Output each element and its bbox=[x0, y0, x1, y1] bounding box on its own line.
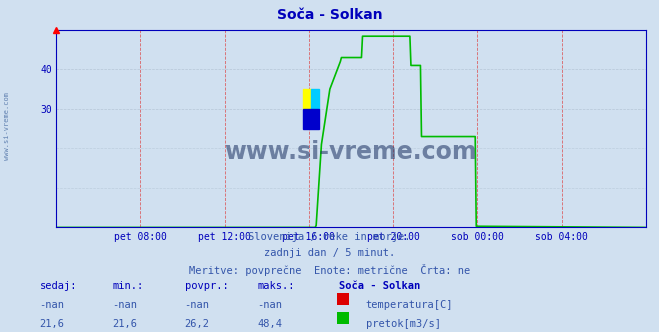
Text: min.:: min.: bbox=[112, 281, 143, 290]
Bar bbox=[311, 89, 319, 109]
Text: -nan: -nan bbox=[112, 300, 137, 310]
Text: 26,2: 26,2 bbox=[185, 319, 210, 329]
Text: maks.:: maks.: bbox=[257, 281, 295, 290]
Text: Slovenija / reke in morje.: Slovenija / reke in morje. bbox=[248, 232, 411, 242]
Text: www.si-vreme.com: www.si-vreme.com bbox=[225, 140, 477, 164]
Text: povpr.:: povpr.: bbox=[185, 281, 228, 290]
Bar bbox=[302, 109, 319, 129]
Text: zadnji dan / 5 minut.: zadnji dan / 5 minut. bbox=[264, 248, 395, 258]
Text: Soča - Solkan: Soča - Solkan bbox=[339, 281, 420, 290]
Text: Soča - Solkan: Soča - Solkan bbox=[277, 8, 382, 22]
Text: www.si-vreme.com: www.si-vreme.com bbox=[3, 92, 10, 160]
Text: 21,6: 21,6 bbox=[40, 319, 65, 329]
Text: pretok[m3/s]: pretok[m3/s] bbox=[366, 319, 441, 329]
Text: -nan: -nan bbox=[257, 300, 282, 310]
Text: 48,4: 48,4 bbox=[257, 319, 282, 329]
Bar bbox=[302, 89, 311, 109]
Text: sedaj:: sedaj: bbox=[40, 281, 77, 290]
Text: -nan: -nan bbox=[185, 300, 210, 310]
Text: 21,6: 21,6 bbox=[112, 319, 137, 329]
Text: Meritve: povprečne  Enote: metrične  Črta: ne: Meritve: povprečne Enote: metrične Črta:… bbox=[189, 264, 470, 276]
Text: temperatura[C]: temperatura[C] bbox=[366, 300, 453, 310]
Text: -nan: -nan bbox=[40, 300, 65, 310]
